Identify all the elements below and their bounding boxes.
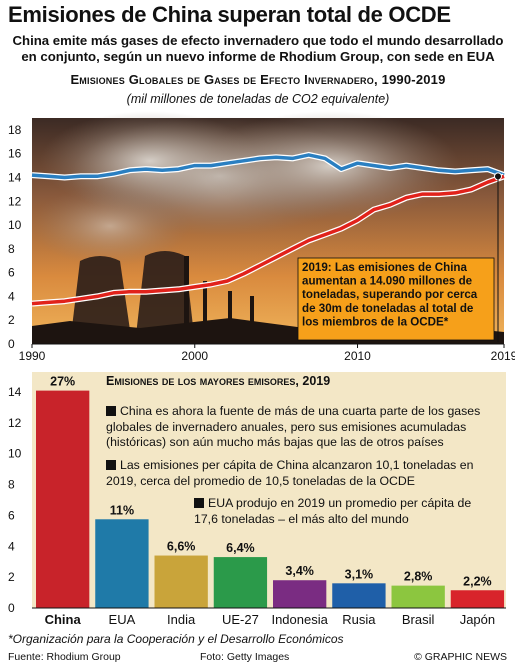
source-credit: Fuente: Rhodium Group	[8, 651, 121, 663]
y-axis: 0 2 4 6 8 10 12 14 16 18	[8, 123, 22, 351]
line-chart-title: Emisiones Globales de Gases de Efecto In…	[70, 72, 446, 87]
bar-category-label: China	[45, 612, 82, 627]
bar-y-tick-label: 14	[8, 385, 22, 399]
bar-category-label: Indonesia	[271, 612, 328, 627]
bar-data-label: 3,4%	[285, 564, 314, 578]
annotation-text: 2019: Las emisiones de China aumentan a 1…	[302, 261, 478, 328]
page-title: Emisiones de China superan total de OCDE	[8, 2, 451, 27]
bar-y-tick-label: 6	[8, 508, 15, 522]
bar-y-tick-label: 0	[8, 601, 15, 615]
y-tick-label: 16	[8, 147, 22, 161]
bar-category-label: Rusia	[342, 612, 376, 627]
line-chart-unit: (mil millones de toneladas de CO2 equiva…	[126, 92, 390, 106]
brand-credit: © GRAPHIC NEWS	[414, 651, 507, 663]
footnote: *Organización para la Cooperación y el D…	[8, 632, 344, 646]
y-tick-label: 14	[8, 170, 22, 184]
photo-credit: Foto: Getty Images	[200, 651, 290, 663]
bar-group: 27% China 11% EUA 6,6% India 6,4% UE-27 3,4% Indo…	[36, 375, 505, 627]
bullet-square-icon	[194, 498, 204, 508]
bar-data-label: 3,1%	[345, 567, 374, 581]
x-tick-label: 2019	[491, 349, 515, 363]
annotation-box	[297, 257, 495, 341]
bar-y-tick-label: 4	[8, 539, 15, 553]
y-tick-label: 10	[8, 218, 22, 232]
bar-note-3: EUA produjo en 2019 un promedio per cápi…	[194, 496, 472, 526]
x-tick-label: 1990	[19, 349, 46, 363]
bullet-square-icon	[106, 406, 116, 416]
bar-rusia	[332, 583, 386, 608]
bar-eua	[95, 519, 149, 608]
bar-chart-title: Emisiones de los mayores emisores, 2019	[106, 374, 330, 388]
x-tick-label: 2010	[344, 349, 371, 363]
y-tick-label: 18	[8, 123, 22, 137]
oecd-line	[31, 153, 505, 180]
bar-brasil	[391, 585, 445, 608]
y-tick-label: 4	[8, 289, 15, 303]
bar-note-2: Las emisiones per cápita de China alcanz…	[106, 458, 474, 488]
y-tick-label: 6	[8, 266, 15, 280]
y-tick-label: 12	[8, 194, 22, 208]
bar-y-tick-label: 12	[8, 416, 22, 430]
y-tick-label: 0	[8, 337, 15, 351]
bullet-square-icon	[106, 460, 116, 470]
bar-jap-n	[450, 590, 505, 608]
bar-data-label: 2,8%	[404, 570, 433, 584]
x-axis: 1990 2000 2010 2019	[19, 344, 515, 363]
bar-data-label: 11%	[110, 503, 134, 517]
bar-data-label: 27%	[50, 375, 75, 389]
page-subtitle: China emite más gases de efecto invernad…	[12, 33, 504, 64]
bar-category-label: UE-27	[222, 612, 259, 627]
bar-note-1: China es ahora la fuente de más de una c…	[106, 404, 481, 449]
bar-china	[36, 390, 90, 608]
y-tick-label: 8	[8, 242, 15, 256]
bar-y-axis: 0 2 4 6 8 10 12 14	[8, 385, 22, 615]
bar-category-label: India	[167, 612, 196, 627]
bar-ue-27	[213, 557, 268, 608]
line-series-group	[31, 151, 506, 307]
bar-y-tick-label: 8	[8, 478, 15, 492]
bar-category-label: Japón	[460, 612, 495, 627]
watermark: GRAPHIC NEWS	[149, 355, 350, 370]
x-tick-label: 2000	[181, 349, 208, 363]
bar-data-label: 6,6%	[167, 540, 196, 554]
bar-category-label: Brasil	[402, 612, 435, 627]
bar-y-tick-label: 2	[8, 570, 15, 584]
bar-category-label: EUA	[109, 612, 136, 627]
y-tick-label: 2	[8, 313, 15, 327]
line-chart: GRAPHIC NEWS 0 2 4 6 8 10 12 14 16 18 1990 2000 201…	[8, 111, 515, 370]
bar-data-label: 6,4%	[226, 541, 255, 555]
china-line	[31, 174, 505, 306]
bar-indonesia	[273, 580, 327, 608]
bar-india	[154, 555, 208, 608]
bar-y-tick-label: 10	[8, 447, 22, 461]
bar-data-label: 2,2%	[463, 574, 492, 588]
